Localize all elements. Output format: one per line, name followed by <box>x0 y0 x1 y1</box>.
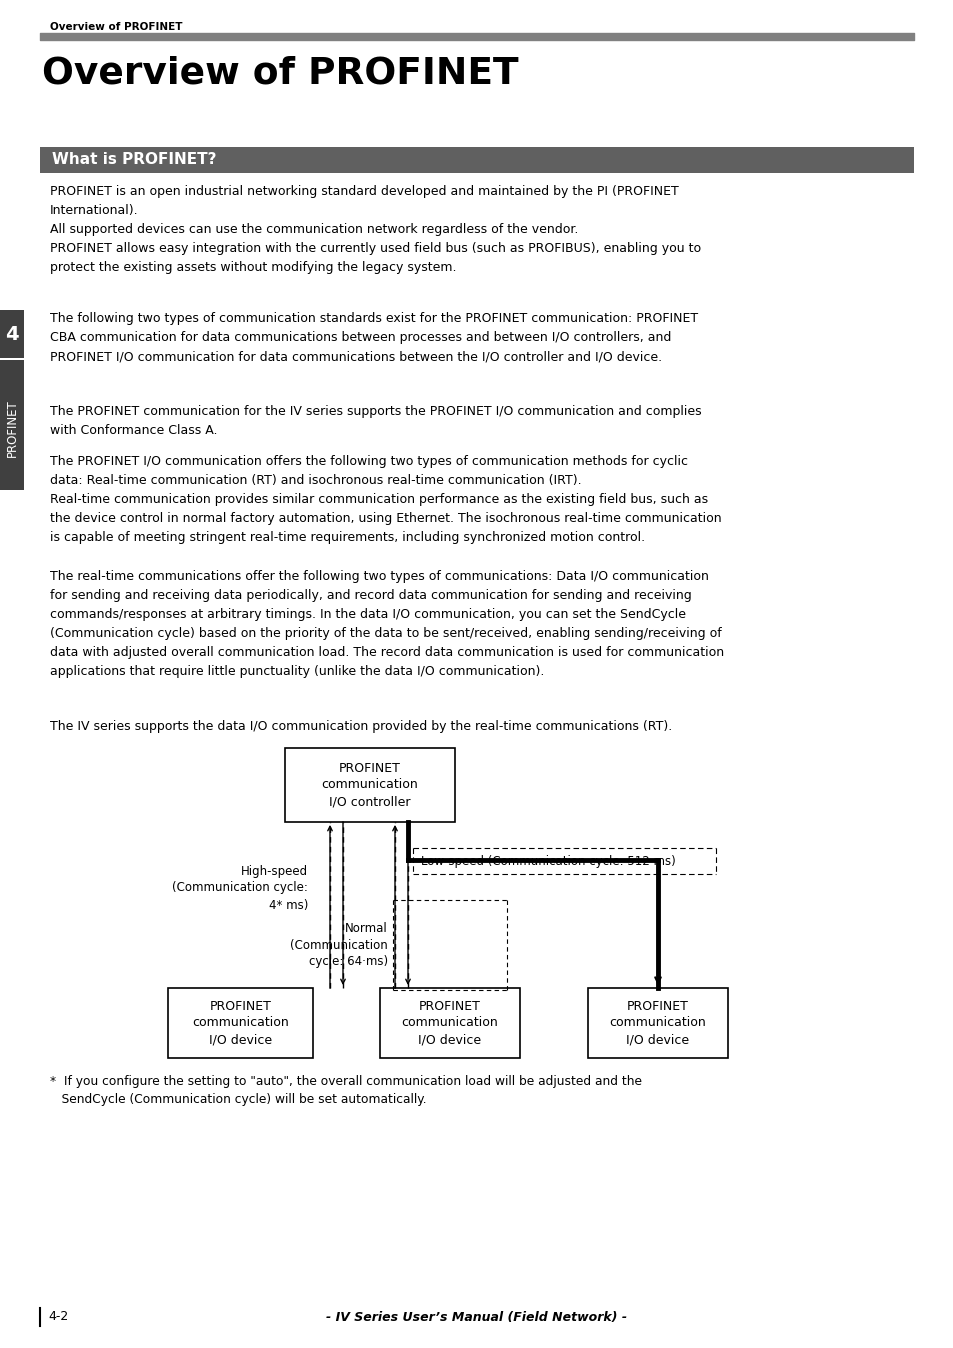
Text: - IV Series User’s Manual (Field Network) -: - IV Series User’s Manual (Field Network… <box>326 1310 627 1324</box>
Text: The following two types of communication standards exist for the PROFINET commun: The following two types of communication… <box>50 311 698 363</box>
Text: PROFINET
communication
I/O device: PROFINET communication I/O device <box>401 999 497 1046</box>
Bar <box>40 147 913 173</box>
Text: *  If you configure the setting to "auto", the overall communication load will b: * If you configure the setting to "auto"… <box>50 1074 641 1105</box>
Text: The PROFINET I/O communication offers the following two types of communication m: The PROFINET I/O communication offers th… <box>50 456 720 545</box>
Text: What is PROFINET?: What is PROFINET? <box>52 152 216 167</box>
Text: PROFINET
communication
I/O controller: PROFINET communication I/O controller <box>321 762 418 809</box>
Text: The PROFINET communication for the IV series supports the PROFINET I/O communica: The PROFINET communication for the IV se… <box>50 404 700 437</box>
Bar <box>0 310 24 359</box>
Text: Overview of PROFINET: Overview of PROFINET <box>42 55 518 92</box>
Text: 4-2: 4-2 <box>48 1310 69 1324</box>
Text: PROFINET is an open industrial networking standard developed and maintained by t: PROFINET is an open industrial networkin… <box>50 185 700 274</box>
Text: The IV series supports the data I/O communication provided by the real-time comm: The IV series supports the data I/O comm… <box>50 720 672 733</box>
Text: High-speed
(Communication cycle:
4* ms): High-speed (Communication cycle: 4* ms) <box>172 864 308 911</box>
Text: 4: 4 <box>5 325 19 344</box>
Text: Overview of PROFINET: Overview of PROFINET <box>50 22 182 32</box>
Bar <box>0 360 24 491</box>
Bar <box>587 988 727 1058</box>
Bar <box>168 988 313 1058</box>
Text: Normal
(Communication
cycle: 64·ms): Normal (Communication cycle: 64·ms) <box>290 922 388 968</box>
Text: The real-time communications offer the following two types of communications: Da: The real-time communications offer the f… <box>50 570 723 678</box>
Bar <box>285 748 455 822</box>
Text: PROFINET: PROFINET <box>6 399 18 457</box>
Bar <box>379 988 519 1058</box>
Text: Low-speed (Communication cycle: 512 ms): Low-speed (Communication cycle: 512 ms) <box>420 855 675 868</box>
Text: PROFINET
communication
I/O device: PROFINET communication I/O device <box>609 999 705 1046</box>
Text: PROFINET
communication
I/O device: PROFINET communication I/O device <box>192 999 289 1046</box>
